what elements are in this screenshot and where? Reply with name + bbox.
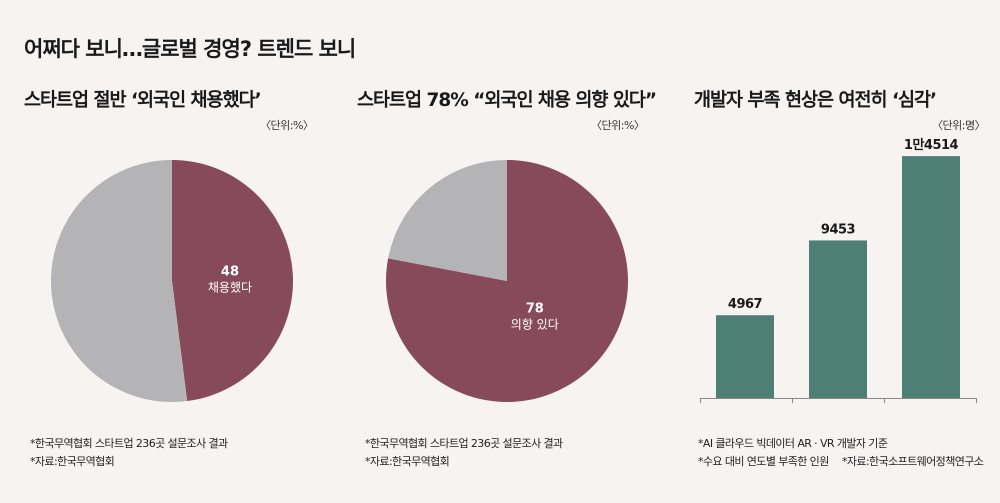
slice-value-label: 48 xyxy=(221,264,239,279)
footnote-criteria: *AI 클라우드 빅데이터 AR · VR 개발자 기준 xyxy=(698,437,888,450)
bar-chart-shortage: 4967 9453 1만4514 xyxy=(700,137,977,403)
footnote-survey: *한국무역협회 스타트업 236곳 설문조사 결과 xyxy=(365,437,563,450)
footnote-source: *자료:한국무역협회 xyxy=(30,455,115,468)
panel-title: 개발자 부족 현상은 여전히 ‘심각’ xyxy=(694,90,937,111)
unit-label: 〈단위:명〉 xyxy=(932,119,986,132)
main-title: 어쩌다 보니…글로벌 경영? 트렌드 보니 xyxy=(24,37,356,61)
footnote-source: *자료:한국무역협회 xyxy=(365,455,450,468)
pie-slice xyxy=(388,160,507,281)
panel-title: 스타트업 78% “외국인 채용 의향 있다” xyxy=(357,90,657,111)
pie-slice xyxy=(386,160,628,403)
bar-value-label: 9453 xyxy=(821,222,856,237)
pie-slice xyxy=(172,160,293,402)
bar-value-label: 1만4514 xyxy=(904,137,959,153)
bar xyxy=(716,315,774,398)
panel-developer-shortage: 개발자 부족 현상은 여전히 ‘심각’ 〈단위:명〉 4967 9453 1만451… xyxy=(694,0,994,503)
bar xyxy=(809,240,867,398)
bar-value-label: 4967 xyxy=(728,297,763,312)
unit-label: 〈단위:%〉 xyxy=(591,119,645,132)
bar xyxy=(902,156,960,398)
slice-text-label: 채용했다 xyxy=(208,280,252,294)
slice-text-label: 의향 있다 xyxy=(511,318,559,332)
footnote-shortage: *수요 대비 연도별 부족한 인원 xyxy=(698,455,829,468)
slice-value-label: 78 xyxy=(526,302,544,317)
panel-hired: 스타트업 절반 ‘외국인 채용했다’ 〈단위:%〉 48 채용했다 *한국무역협회… xyxy=(24,0,324,503)
panel-intent: 스타트업 78% “외국인 채용 의향 있다” 〈단위:%〉 78 의향 있다 *… xyxy=(357,0,667,503)
footnote-survey: *한국무역협회 스타트업 236곳 설문조사 결과 xyxy=(30,437,228,450)
unit-label: 〈단위:%〉 xyxy=(260,119,314,132)
footnote-source: *자료:한국소프트웨어정책연구소 xyxy=(842,455,984,468)
pie-slice xyxy=(50,160,188,402)
panel-title: 스타트업 절반 ‘외국인 채용했다’ xyxy=(24,90,262,111)
